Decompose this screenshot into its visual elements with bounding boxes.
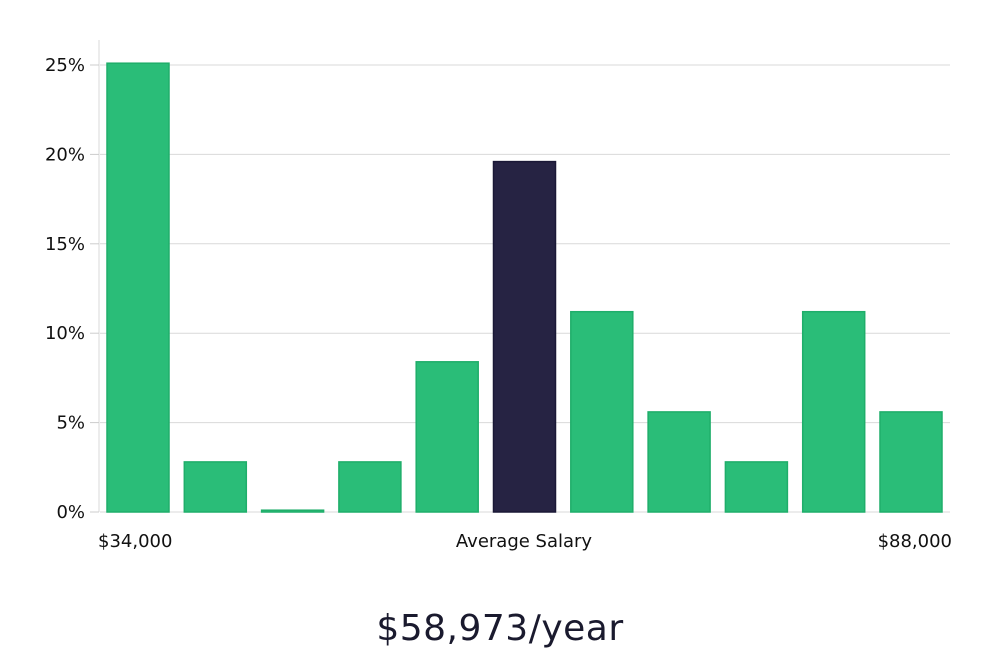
x-axis-title: Average Salary [456, 531, 593, 552]
y-tick-label: 25% [45, 55, 85, 76]
y-tick-label: 15% [45, 234, 85, 255]
average-salary-value: $58,973/year [376, 608, 624, 649]
y-tick-label: 0% [56, 502, 85, 523]
bar [106, 62, 170, 513]
y-tick-label: 20% [45, 144, 85, 165]
bar [801, 310, 866, 513]
bars [106, 62, 943, 513]
bar [260, 509, 325, 513]
y-tick-label: 5% [56, 413, 85, 434]
bar [415, 361, 479, 513]
y-tick-labels: 0% 5% 10% 15% 20% 25% [45, 55, 85, 523]
bar [570, 310, 634, 513]
bar-average-highlight [492, 160, 557, 513]
bar [338, 461, 402, 513]
x-min-label: $34,000 [98, 531, 172, 552]
y-tick-label: 10% [45, 323, 85, 344]
salary-histogram: 0%5%10%15%20%25% $34,000 Average Salary … [45, 40, 952, 552]
bar [647, 411, 711, 513]
bar [724, 461, 789, 513]
x-max-label: $88,000 [878, 531, 952, 552]
bar [879, 411, 943, 513]
bar [183, 461, 248, 513]
